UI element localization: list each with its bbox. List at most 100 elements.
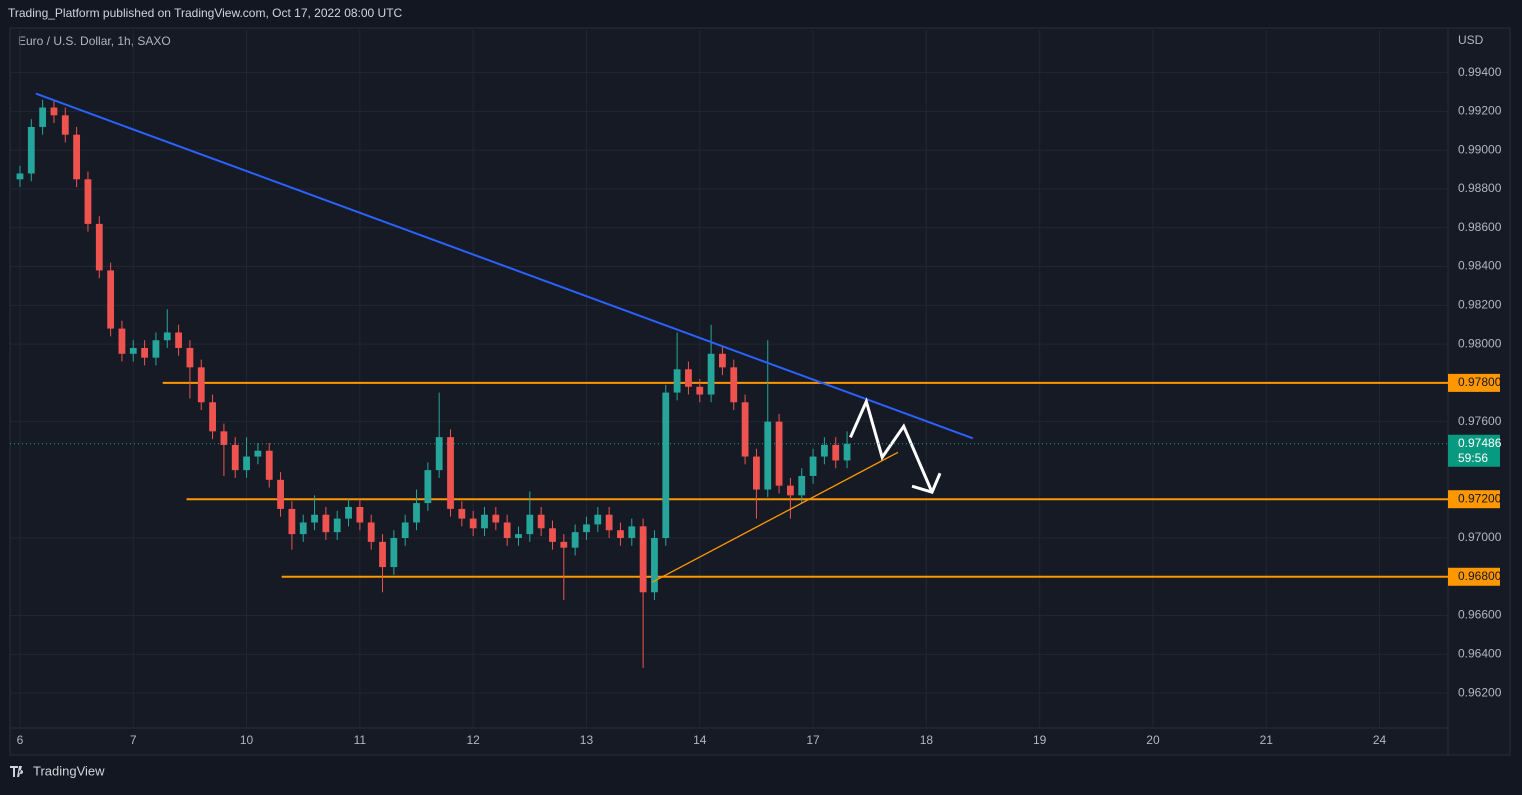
candle-body [820, 444, 828, 457]
candle-body [481, 514, 488, 529]
candle-body [447, 437, 454, 509]
y-tick-label: 0.98600 [1458, 220, 1502, 234]
publisher: Trading_Platform published on TradingVie… [8, 6, 403, 20]
x-tick-label: 13 [580, 733, 594, 747]
candle-body [163, 332, 171, 341]
level-label: 0.97800 [1458, 375, 1502, 389]
candle-body [753, 456, 760, 490]
y-tick-label: 0.98800 [1458, 181, 1502, 195]
candle-body [186, 347, 194, 368]
candle-body [129, 347, 137, 354]
candle-body [843, 443, 851, 461]
y-tick-label: 0.96400 [1458, 646, 1502, 660]
projection-path [849, 397, 934, 493]
current-price-label: 0.97486 [1458, 436, 1502, 450]
candle-body [413, 503, 420, 523]
candle-body [469, 518, 477, 529]
candle-body [231, 444, 239, 471]
candle-body [277, 479, 284, 509]
candle-body [50, 107, 58, 116]
candle-body [560, 541, 568, 548]
candle-body [265, 450, 273, 480]
candle-body [175, 332, 182, 348]
level-label-box [1448, 490, 1500, 509]
level-label: 0.97200 [1458, 491, 1502, 505]
candle-body [39, 107, 47, 127]
candle-body [435, 437, 443, 471]
candle-body [764, 421, 772, 490]
candle-body [639, 526, 647, 593]
candle-body [333, 518, 341, 533]
y-tick-label: 0.97600 [1458, 414, 1502, 428]
candle-body [73, 134, 81, 180]
candle-body [605, 514, 613, 531]
candle-body [719, 353, 726, 368]
candle-body [617, 530, 624, 538]
footer: TradingView [33, 763, 105, 778]
candle-body [311, 514, 318, 523]
candle-body [515, 534, 522, 538]
candle-body [707, 353, 715, 395]
candle-body [798, 475, 806, 496]
projection-arrowhead [911, 472, 942, 495]
logo-icon [10, 766, 24, 777]
candle-body [492, 514, 500, 523]
x-tick-label: 6 [17, 733, 24, 747]
candle-body [696, 386, 704, 395]
chart-panel [9, 27, 1511, 756]
candle-body [583, 524, 590, 533]
y-tick-label: 0.99200 [1458, 104, 1502, 118]
candle-body [288, 508, 296, 535]
candle-body [356, 506, 364, 523]
trendline [35, 92, 974, 440]
candle-body [730, 367, 738, 403]
candle-body [118, 328, 126, 354]
candle-body [16, 173, 24, 180]
candle-body [379, 541, 386, 568]
x-tick-label: 10 [240, 733, 254, 747]
x-tick-label: 18 [920, 733, 934, 747]
x-tick-label: 11 [354, 733, 367, 747]
x-tick-label: 20 [1146, 733, 1160, 747]
candle-body [549, 528, 556, 542]
y-tick-label: 0.99400 [1458, 65, 1502, 79]
logo: TradingView [10, 763, 105, 778]
trendline [651, 451, 899, 583]
x-tick-label: 7 [130, 733, 137, 747]
candle-body [345, 506, 352, 519]
candle-body [367, 522, 375, 542]
y-tick-label: 0.96600 [1458, 608, 1502, 622]
x-tick-label: 14 [693, 733, 707, 747]
candle-body [571, 532, 579, 548]
x-tick-label: 21 [1260, 733, 1274, 747]
candle-body [832, 444, 840, 461]
candle-body [209, 402, 216, 432]
candle-body [95, 223, 103, 271]
candle-body [254, 450, 262, 457]
level-label: 0.96800 [1458, 569, 1502, 583]
candle-body [401, 522, 409, 538]
candle-body [775, 421, 783, 486]
countdown: 59:56 [1458, 451, 1488, 465]
candle-body [651, 537, 658, 593]
candle-body [809, 456, 817, 476]
chart-title: Euro / U.S. Dollar, 1h, SAXO [18, 34, 171, 48]
candle-body [628, 526, 636, 538]
y-tick-label: 0.98200 [1458, 297, 1502, 311]
level-label-box [1448, 373, 1500, 392]
candle-body [458, 508, 466, 519]
y-tick-label: 0.98000 [1458, 336, 1502, 350]
candle-body [503, 522, 511, 538]
x-tick-label: 17 [806, 733, 820, 747]
candle-body [685, 369, 692, 387]
candle-body [84, 179, 92, 224]
candle-body [741, 402, 749, 457]
candle-body [526, 514, 534, 535]
current-price-box [1448, 434, 1500, 467]
candle-body [152, 340, 160, 358]
candle-body [390, 537, 398, 568]
candle-body [61, 115, 69, 135]
candle-body [141, 347, 148, 358]
candle-body [673, 369, 681, 393]
